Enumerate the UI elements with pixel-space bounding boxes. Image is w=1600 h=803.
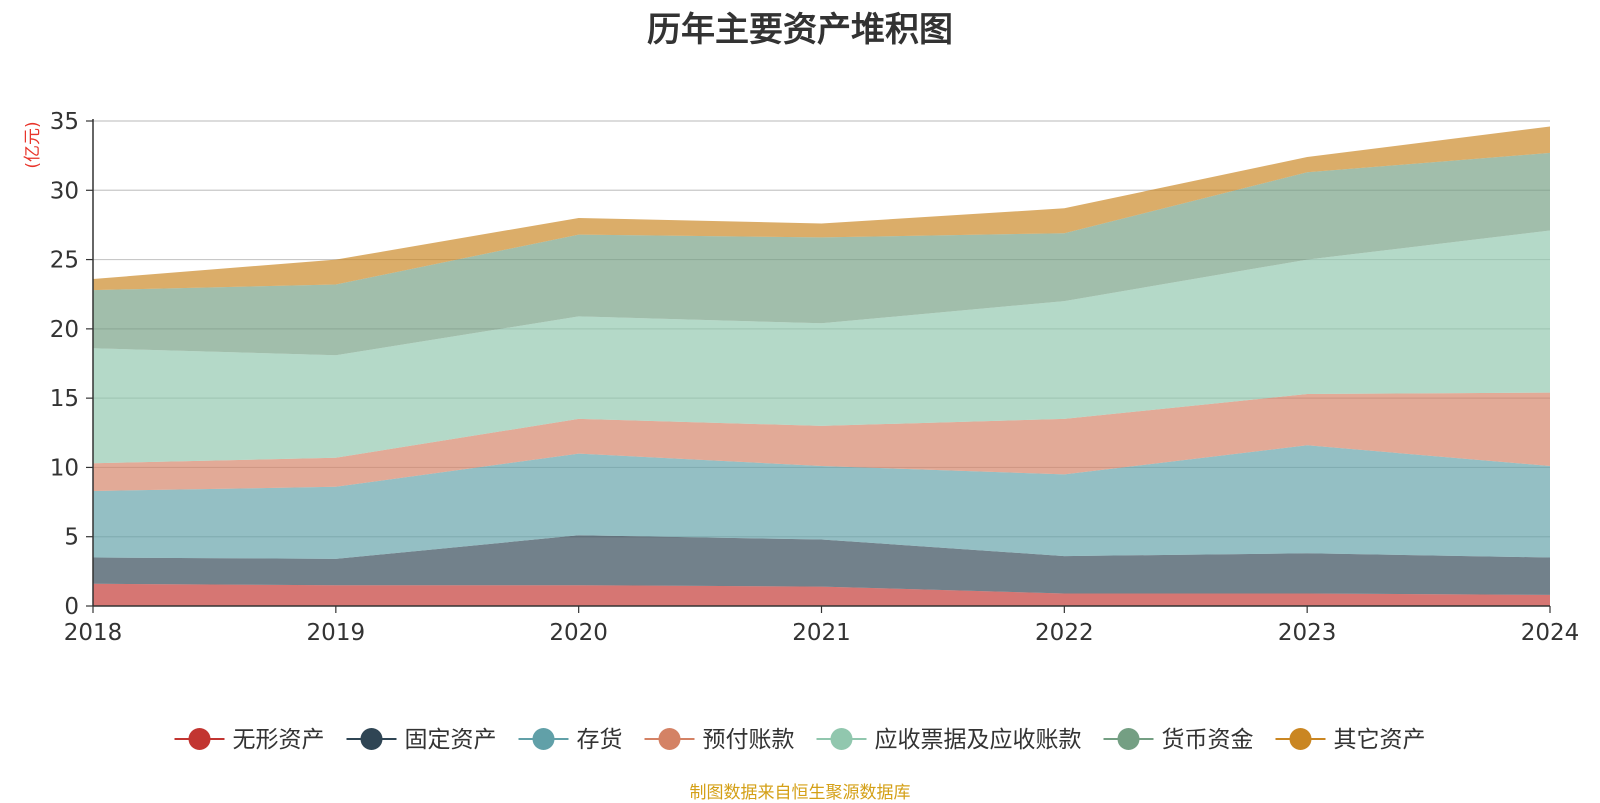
y-tick-label: 25 [50, 248, 79, 274]
legend-label: 预付账款 [703, 727, 795, 753]
legend-marker [532, 728, 555, 750]
y-tick-label: 15 [50, 386, 79, 412]
area-固定资产 [93, 535, 1550, 595]
legend-item[interactable]: 预付账款 [644, 727, 795, 753]
legend-label: 无形资产 [233, 727, 325, 753]
y-tick-label: 35 [50, 109, 79, 135]
x-tick-label: 2020 [549, 620, 608, 646]
legend-marker [1289, 728, 1312, 750]
legend-label: 其它资产 [1334, 727, 1426, 753]
area-无形资产 [93, 583, 1550, 606]
legend-label: 存货 [577, 727, 623, 753]
y-tick-label: 20 [50, 317, 79, 343]
chart-title: 历年主要资产堆积图 [647, 10, 953, 50]
area-series [93, 126, 1550, 606]
legend-marker [830, 728, 853, 750]
y-tick-label: 5 [64, 525, 79, 551]
y-tick-label: 10 [50, 455, 79, 481]
legend-item[interactable]: 存货 [518, 727, 623, 753]
legend: 无形资产 固定资产 存货 预付账款 应收票据及应收账款 货币资金 其它资产 [174, 727, 1426, 753]
x-tick-label: 2022 [1035, 620, 1094, 646]
area-预付账款 [93, 392, 1550, 491]
x-tick-label: 2024 [1521, 620, 1580, 646]
axes: 0 5 10 15 20 25 30 35 2018 2019 2020 2021 2022 2023 20… [50, 109, 1580, 646]
legend-label: 货币资金 [1162, 727, 1254, 753]
legend-label: 应收票据及应收账款 [875, 727, 1082, 753]
source-footnote: 制图数据来自恒生聚源数据库 [689, 783, 911, 803]
x-tick-label: 2019 [307, 620, 366, 646]
legend-item[interactable]: 固定资产 [346, 727, 497, 753]
legend-item[interactable]: 无形资产 [174, 727, 325, 753]
legend-marker [360, 728, 383, 750]
y-tick-label: 30 [50, 178, 79, 204]
x-tick-label: 2018 [64, 620, 123, 646]
legend-item[interactable]: 其它资产 [1275, 727, 1426, 753]
legend-label: 固定资产 [405, 727, 497, 753]
area-应收票据及应收账款 [93, 230, 1550, 464]
x-tick-label: 2023 [1278, 620, 1337, 646]
area-存货 [93, 445, 1550, 559]
area-货币资金 [93, 152, 1550, 356]
legend-item[interactable]: 应收票据及应收账款 [816, 727, 1082, 753]
x-tick-label: 2021 [792, 620, 851, 646]
legend-item[interactable]: 货币资金 [1103, 727, 1254, 753]
legend-marker [188, 728, 211, 750]
area-其它资产 [93, 126, 1550, 291]
legend-marker [658, 728, 681, 750]
y-tick-label: 0 [64, 594, 79, 620]
y-axis-unit-label: (亿元) [23, 121, 43, 168]
legend-marker [1117, 728, 1140, 750]
